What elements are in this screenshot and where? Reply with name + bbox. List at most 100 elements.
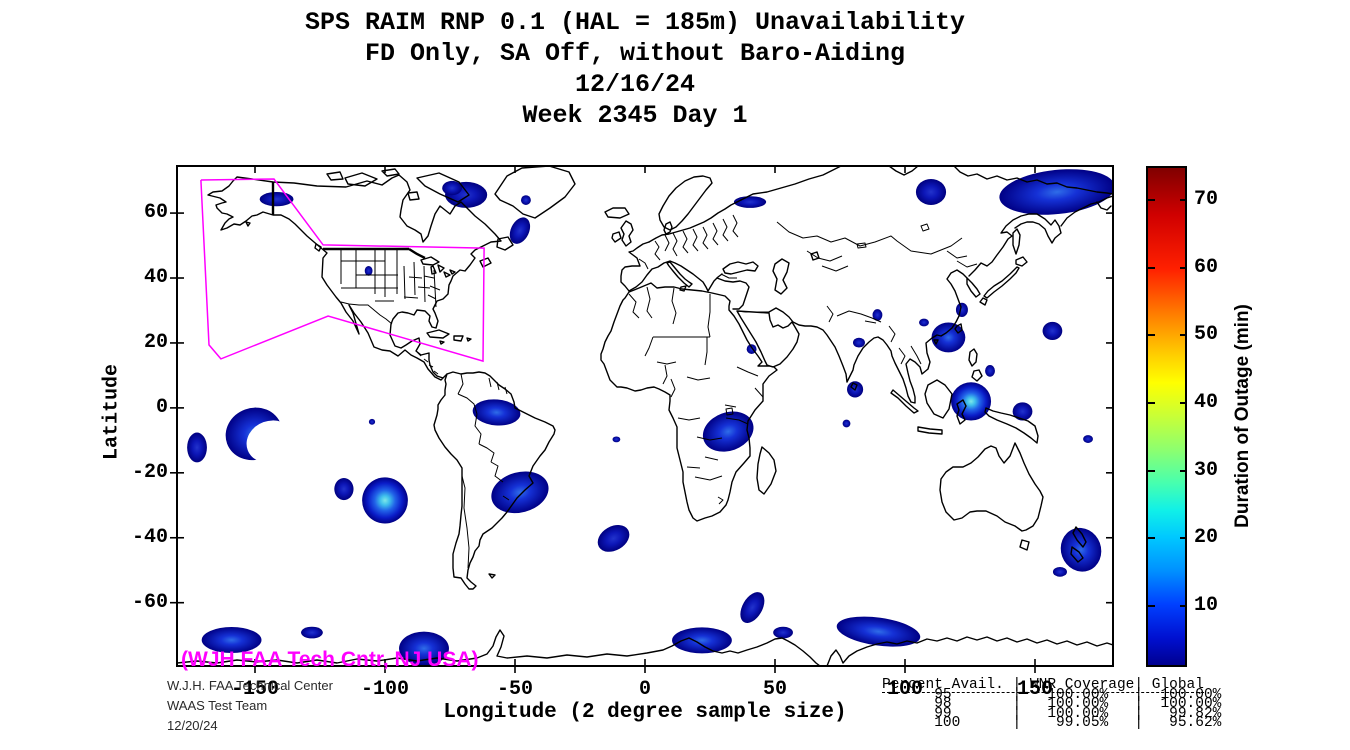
x-tick-label: 0 xyxy=(638,678,651,701)
stats-row: 98 | 100.00% | 100.00% xyxy=(882,696,1222,713)
outage-region-atlantic-dot xyxy=(612,436,621,443)
outage-region-white-sea xyxy=(733,196,767,208)
outage-region-s-indian-diag xyxy=(740,592,765,623)
outage-region-antarctic-e xyxy=(773,626,793,639)
outage-region-s-atlantic xyxy=(597,524,630,552)
colorbar-tick xyxy=(1148,334,1155,337)
x-tick-label: -100 xyxy=(360,678,409,701)
colorbar-tick xyxy=(1148,537,1155,540)
outage-region-se-greenland xyxy=(520,195,531,205)
x-tick-label: 150 xyxy=(1016,678,1053,701)
map-canvas xyxy=(170,165,1114,673)
outage-region-brazil-coast xyxy=(491,471,549,514)
y-tick-label: -40 xyxy=(131,525,168,549)
colorbar-tick xyxy=(1180,401,1187,404)
outage-region-pacific-e-japan xyxy=(1042,321,1063,341)
colorbar-tick-label: 50 xyxy=(1194,323,1219,347)
outage-region-himalaya-dot xyxy=(872,309,883,321)
outage-region-us-plains-dot xyxy=(364,266,373,276)
credit-text: W.J.H. FAA Technical Center WAAS Test Tea… xyxy=(167,676,333,736)
outage-region-pacific-dot xyxy=(368,418,376,425)
y-tick-label: -20 xyxy=(131,460,168,484)
facility-annotation: (WJH FAA Tech Cntr, NJ USA) xyxy=(181,648,479,671)
outage-region-ne-siberia xyxy=(915,178,947,205)
colorbar-tick xyxy=(1180,537,1187,540)
outage-region-guyana-coast xyxy=(472,399,521,426)
outage-region-se-pacific-small xyxy=(334,478,354,501)
country-borders xyxy=(340,214,978,569)
colorbar-tick xyxy=(1148,266,1155,269)
availability-stats-table: Percent Avail. | WNR Coverage| Global 95… xyxy=(882,677,1222,732)
outage-region-palau-dot xyxy=(985,365,995,377)
plot-frame xyxy=(176,165,1114,667)
colorbar-label: Duration of Outage (min) xyxy=(1232,304,1253,528)
x-tick-label: 100 xyxy=(886,678,923,701)
title-line: FD Only, SA Off, without Baro-Aiding xyxy=(364,39,906,68)
stats-row: 95 | 100.00% | 100.00% xyxy=(882,686,1222,703)
colorbar-tick xyxy=(1148,469,1155,472)
colorbar-tick xyxy=(1180,198,1187,201)
outage-region-se-pacific-bright xyxy=(362,477,408,524)
outage-contours xyxy=(187,169,1113,666)
stats-header: Percent Avail. | WNR Coverage| Global xyxy=(882,677,1204,693)
outage-region-new-zealand xyxy=(1060,527,1102,572)
outage-region-alaska xyxy=(259,191,294,207)
colorbar-tick xyxy=(1180,334,1187,337)
x-axis-label: Longitude (2 degree sample size) xyxy=(443,701,847,724)
outage-region-east-africa xyxy=(702,411,754,452)
colorbar-tick xyxy=(1180,266,1187,269)
colorbar-tick xyxy=(1148,605,1155,608)
colorbar-tick-label: 40 xyxy=(1194,390,1219,414)
outage-region-baffin-b xyxy=(442,180,462,196)
stats-row: 99 | 100.00% | 99.82% xyxy=(882,705,1222,722)
outage-region-nz-south-dot xyxy=(1052,566,1067,577)
outage-region-antarctic-c xyxy=(672,627,732,654)
outage-region-s-china-dot xyxy=(919,318,929,327)
outage-region-n-india-dot xyxy=(853,337,865,348)
plot-title: SPS RAIM RNP 0.1 (HAL = 185m) Unavailabi… xyxy=(0,7,1270,131)
outage-region-philippines-borneo xyxy=(951,382,992,421)
title-line: SPS RAIM RNP 0.1 (HAL = 185m) Unavailabi… xyxy=(304,8,966,37)
stats-row: 100 | 99.05% | 95.62% xyxy=(882,715,1222,732)
outage-region-dateline-blob xyxy=(187,432,207,463)
outage-region-new-guinea-e xyxy=(1012,402,1033,421)
colorbar-tick xyxy=(1180,469,1187,472)
y-tick-label: -60 xyxy=(131,590,168,614)
emphasized-borders xyxy=(271,182,426,260)
y-tick-label: 0 xyxy=(155,395,168,419)
colorbar-tick xyxy=(1148,198,1155,201)
x-tick-label: 50 xyxy=(762,678,787,701)
outage-region-indian-ocean-dot xyxy=(842,419,851,428)
credit-line: W.J.H. FAA Technical Center xyxy=(167,678,333,693)
waas-coverage-boundary xyxy=(200,178,485,363)
y-tick-label: 40 xyxy=(143,266,168,289)
credit-line: 12/20/24 xyxy=(167,718,218,733)
outage-region-se-china xyxy=(931,322,966,353)
coastlines xyxy=(177,166,1113,666)
outage-region-antarctic-b xyxy=(301,626,323,639)
world-map xyxy=(170,165,1114,673)
outage-region-yellow-sea xyxy=(955,302,968,317)
credit-line: WAAS Test Team xyxy=(167,698,268,713)
title-line: Week 2345 Day 1 xyxy=(522,101,748,130)
outage-region-labrador-sea xyxy=(509,217,531,244)
colorbar-tick-label: 20 xyxy=(1194,526,1219,550)
outage-region-antarctic-f xyxy=(836,616,921,647)
x-tick-label: -150 xyxy=(230,678,279,701)
colorbar-tick-label: 30 xyxy=(1194,458,1219,482)
crescent-cutout xyxy=(246,420,295,463)
colorbar xyxy=(1146,166,1187,667)
colorbar-tick xyxy=(1180,605,1187,608)
outage-region-chukotka xyxy=(999,169,1113,215)
x-tick-label: -50 xyxy=(496,678,533,701)
y-tick-label: 20 xyxy=(143,330,168,354)
title-line: 12/16/24 xyxy=(574,70,696,99)
colorbar-tick xyxy=(1148,401,1155,404)
colorbar-tick-label: 10 xyxy=(1194,594,1219,618)
colorbar-tick-label: 70 xyxy=(1194,187,1219,211)
colorbar-tick-label: 60 xyxy=(1194,255,1219,279)
outage-region-antarctic-a xyxy=(201,627,262,654)
outage-region-fiji-dot xyxy=(1083,435,1093,443)
y-tick-label: 60 xyxy=(143,201,168,225)
